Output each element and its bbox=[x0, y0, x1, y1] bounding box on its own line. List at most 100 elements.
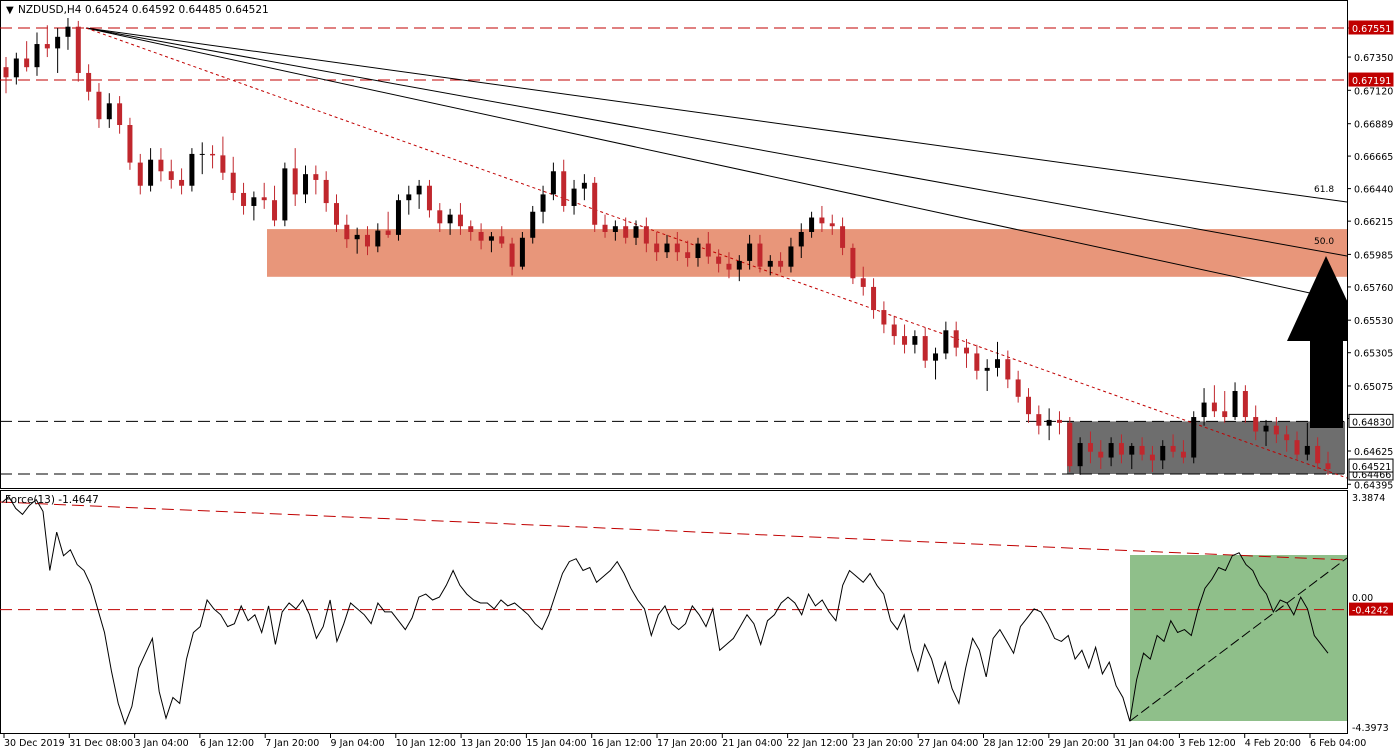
up-arrow-icon bbox=[1287, 256, 1347, 341]
arrow-shaft-icon bbox=[1310, 341, 1343, 428]
candle-body bbox=[1129, 445, 1135, 455]
candle-body bbox=[75, 26, 81, 73]
ohlc-label: 0.64524 0.64592 0.64485 0.64521 bbox=[85, 4, 269, 16]
candle-body bbox=[736, 260, 742, 270]
candle-body bbox=[519, 237, 525, 267]
header-triangle-icon[interactable]: ▼ bbox=[6, 5, 14, 16]
candle-body bbox=[55, 36, 61, 49]
candle-body bbox=[509, 243, 515, 267]
candle-body bbox=[1170, 445, 1176, 452]
time-axis-tick-label: 23 Jan 20:00 bbox=[853, 738, 913, 749]
candle-body bbox=[251, 197, 257, 206]
price-axis-tick-label: 0.67120 bbox=[1354, 86, 1393, 97]
candle-body bbox=[1108, 443, 1114, 458]
candle-body bbox=[127, 125, 133, 163]
time-axis-tick-label: 29 Jan 20:00 bbox=[1049, 738, 1109, 749]
candle-body bbox=[1005, 359, 1011, 380]
candle-body bbox=[1284, 434, 1290, 441]
candle-body bbox=[726, 263, 732, 270]
candle-body bbox=[819, 217, 825, 224]
candle-body bbox=[654, 243, 660, 253]
candle-body bbox=[664, 243, 670, 253]
candle-body bbox=[1180, 451, 1186, 458]
price-pane: 61.8 50.0 bbox=[0, 18, 1347, 479]
candle-body bbox=[395, 200, 401, 235]
candle-body bbox=[1149, 454, 1155, 461]
candle-body bbox=[1211, 402, 1217, 412]
time-axis-tick-label: 3 Feb 12:00 bbox=[1179, 738, 1235, 749]
time-axis-tick-label: 27 Jan 04:00 bbox=[918, 738, 978, 749]
candle-body bbox=[3, 67, 9, 78]
candle-body bbox=[468, 226, 474, 232]
price-level-tag-label: 0.67191 bbox=[1352, 76, 1391, 87]
resistance-zone bbox=[267, 229, 1347, 277]
price-level-tag-label: 0.64466 bbox=[1352, 470, 1391, 481]
candle-body bbox=[943, 330, 949, 354]
candle-body bbox=[705, 243, 711, 257]
price-axis-tick-label: 0.67350 bbox=[1354, 53, 1393, 64]
candle-body bbox=[148, 159, 154, 186]
candle-body bbox=[788, 246, 794, 267]
candle-body bbox=[44, 44, 50, 49]
candle-body bbox=[230, 172, 236, 193]
force-axis-tick-label: -4.3973 bbox=[1352, 723, 1389, 734]
candle-body bbox=[1304, 445, 1310, 455]
candle-body bbox=[695, 243, 701, 259]
candle-body bbox=[964, 347, 970, 354]
candle-body bbox=[757, 243, 763, 267]
indicator-pane-frame bbox=[0, 490, 1348, 734]
fib-label-61-8: 61.8 bbox=[1314, 185, 1334, 195]
price-level-tag bbox=[1348, 413, 1394, 428]
time-axis-tick-label: 17 Jan 20:00 bbox=[657, 738, 717, 749]
fib-label-50-0: 50.0 bbox=[1314, 237, 1334, 247]
candle-body bbox=[974, 353, 980, 371]
candle-body bbox=[953, 330, 959, 348]
candle-body bbox=[561, 171, 567, 206]
time-axis-tick-label: 10 Jan 12:00 bbox=[396, 738, 456, 749]
downtrend-line bbox=[85, 27, 1347, 479]
candle-body bbox=[633, 226, 639, 238]
candle-body bbox=[189, 153, 195, 186]
candle-body bbox=[34, 44, 40, 68]
time-axis-tick-label: 7 Jan 20:00 bbox=[265, 738, 319, 749]
candle-body bbox=[540, 194, 546, 212]
time-axis-tick-label: 13 Jan 20:00 bbox=[461, 738, 521, 749]
candle-body bbox=[674, 243, 680, 253]
candle-body bbox=[1273, 425, 1279, 435]
force-level-tag bbox=[1349, 602, 1393, 616]
force-axis-tick-label: -0.4242 bbox=[1352, 606, 1389, 617]
price-axis-tick-label: 0.64395 bbox=[1354, 480, 1393, 491]
price-axis-tick-label: 0.65530 bbox=[1354, 316, 1393, 327]
time-axis-tick-label: 6 Feb 04:00 bbox=[1310, 738, 1366, 749]
candle-body bbox=[1056, 419, 1062, 423]
candle-body bbox=[1253, 417, 1259, 432]
force-axis-tick-label: 0.00 bbox=[1352, 593, 1373, 604]
price-axis-tick-label: 0.66215 bbox=[1354, 217, 1393, 228]
force-resistance-trendline bbox=[0, 501, 1347, 561]
candle-body bbox=[871, 286, 877, 311]
candle-body bbox=[612, 226, 618, 232]
candle-body bbox=[912, 336, 918, 345]
candle-body bbox=[426, 185, 432, 211]
candle-body bbox=[117, 103, 123, 126]
force-indicator-label: Force(13) -1.4647 bbox=[5, 494, 99, 506]
candle-body bbox=[292, 168, 298, 195]
candle-body bbox=[550, 171, 556, 195]
candle-body bbox=[1232, 391, 1238, 418]
candle-body bbox=[272, 200, 278, 221]
candle-body bbox=[179, 179, 185, 186]
candle-body bbox=[282, 168, 288, 221]
time-axis-tick-label: 3 Jan 04:00 bbox=[135, 738, 189, 749]
price-axis-tick-label: 0.65760 bbox=[1354, 283, 1393, 294]
candle-body bbox=[303, 174, 309, 195]
price-axis-tick-label: 0.66665 bbox=[1354, 152, 1393, 163]
candle-body bbox=[1242, 391, 1248, 418]
force-line bbox=[1, 495, 1329, 726]
candle-body bbox=[488, 236, 494, 241]
candle-body bbox=[344, 224, 350, 240]
candle-body bbox=[1036, 414, 1042, 426]
candle-body bbox=[933, 353, 939, 361]
force-axis-tick-label: 3.3874 bbox=[1352, 493, 1385, 504]
